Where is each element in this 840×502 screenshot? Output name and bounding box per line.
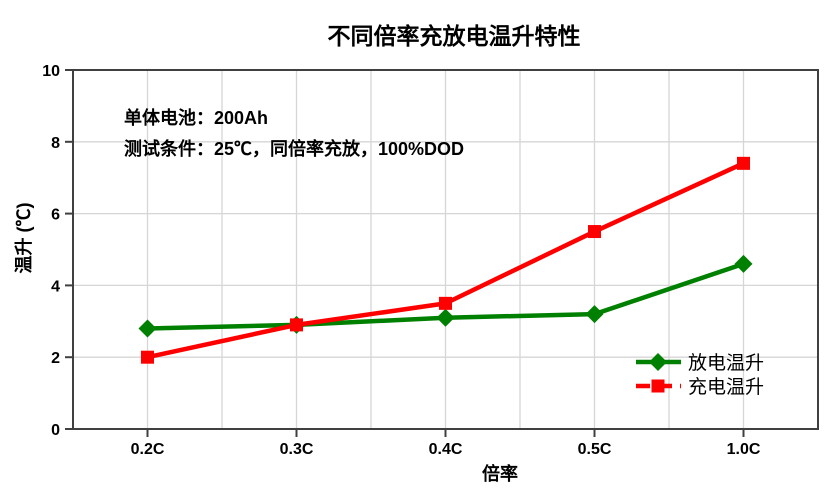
x-tick-label: 0.4C	[429, 441, 463, 458]
data-point-0-0	[138, 319, 157, 338]
y-axis-title: 温升 (℃)	[14, 203, 34, 274]
data-point-1-2	[439, 296, 452, 310]
y-tick-label: 6	[51, 207, 60, 224]
x-axis-title: 倍率	[482, 463, 518, 484]
data-point-0-3	[585, 305, 604, 324]
y-tick-label: 0	[51, 422, 60, 439]
data-point-0-4	[734, 254, 753, 273]
y-tick-label: 2	[51, 350, 60, 367]
axes: 0 2 4 6 8 10 0.2C 0.3C 0.4C 0.5C 1.0C	[42, 63, 761, 458]
data-point-1-1	[290, 318, 303, 332]
x-tick-label: 0.2C	[131, 441, 165, 458]
legend-markers	[636, 353, 681, 393]
chart-title: 不同倍率充放电温升特性	[328, 23, 581, 49]
data-point-1-4	[737, 156, 750, 170]
data-point-1-3	[588, 225, 601, 239]
x-tick-label: 0.3C	[280, 441, 314, 458]
data-series	[138, 156, 753, 364]
data-point-1-0	[141, 350, 154, 364]
data-point-0-2	[436, 308, 455, 327]
legend-marker-0	[649, 353, 667, 371]
annotation-test-conditions: 测试条件：25℃，同倍率充放，100%DOD	[124, 138, 464, 159]
legend-marker-1	[651, 379, 665, 393]
gridlines	[72, 69, 819, 430]
x-tick-label: 0.5C	[578, 441, 612, 458]
x-tick-label: 1.0C	[727, 441, 761, 458]
legend-label-charge: 充电温升	[688, 376, 764, 398]
y-tick-label: 8	[51, 135, 60, 152]
y-tick-label: 4	[51, 278, 60, 295]
annotation-battery-capacity: 单体电池：200Ah	[124, 107, 268, 128]
legend-label-discharge: 放电温升	[688, 352, 764, 374]
legend: 放电温升 充电温升	[636, 352, 764, 398]
y-tick-label: 10	[42, 63, 60, 80]
